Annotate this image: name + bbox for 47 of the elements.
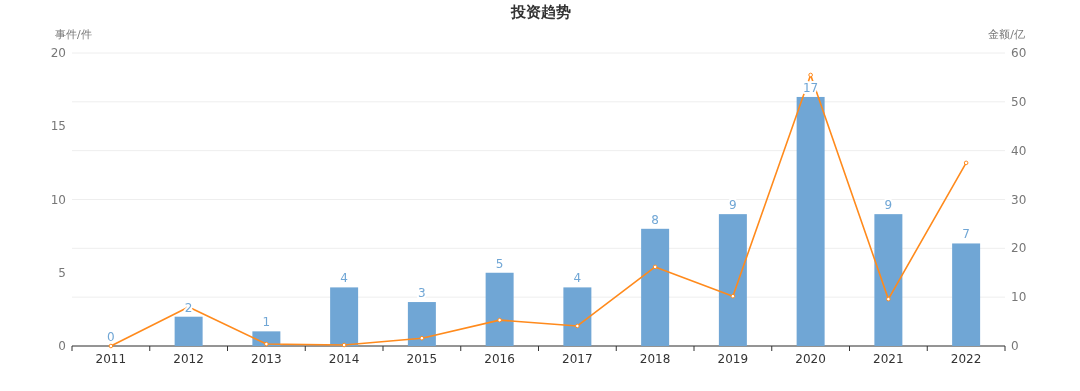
bar (330, 287, 359, 346)
bar (874, 214, 903, 346)
y-tick-label: 20 (50, 46, 66, 60)
bar (485, 272, 514, 346)
x-tick-label: 2021 (873, 352, 904, 366)
bar (641, 228, 670, 346)
y-tick-label: 10 (50, 192, 66, 207)
data-label: 4 (340, 271, 348, 286)
x-tick-label: 2017 (562, 352, 593, 366)
x-tick-label: 2016 (484, 352, 515, 366)
y2-tick-label: 10 (1011, 290, 1027, 305)
y2-tick-label: 30 (1011, 192, 1027, 207)
bar (952, 243, 981, 346)
bar (174, 316, 203, 346)
chart-title: 投资趋势 (510, 3, 571, 21)
data-label: 0 (107, 330, 115, 344)
y2-tick-label: 50 (1011, 94, 1027, 109)
data-label: 8 (651, 212, 659, 227)
data-label: 4 (573, 271, 582, 286)
y2-tick-label: 40 (1011, 143, 1027, 158)
data-label: 3 (418, 286, 426, 301)
bar (796, 96, 825, 346)
y-tick-label: 0 (58, 339, 66, 353)
y2-tick-label: 20 (1011, 241, 1027, 256)
x-tick-label: 2011 (95, 352, 127, 366)
y2-axis-title: 金额/亿 (988, 28, 1025, 41)
x-tick-label: 2012 (173, 352, 204, 366)
x-tick-label: 2013 (251, 352, 282, 366)
x-tick-label: 2018 (639, 352, 671, 366)
x-tick-label: 2019 (717, 352, 749, 366)
bar (407, 302, 436, 346)
data-label: 7 (962, 227, 970, 242)
bar (563, 287, 592, 346)
y-axis-title: 事件/件 (55, 28, 92, 41)
data-label: 5 (495, 256, 504, 271)
data-label: 9 (884, 198, 893, 213)
bar (718, 214, 747, 346)
y2-tick-label: 0 (1011, 339, 1019, 353)
y-tick-label: 5 (58, 265, 66, 280)
x-tick-label: 2022 (950, 352, 982, 366)
data-label: 1 (262, 315, 271, 330)
data-label: 9 (729, 198, 737, 213)
y-tick-label: 15 (50, 119, 66, 134)
x-tick-label: 2015 (406, 352, 438, 366)
x-tick-label: 2014 (328, 352, 360, 366)
x-tick-label: 2020 (795, 352, 826, 366)
y2-tick-label: 60 (1011, 46, 1027, 60)
